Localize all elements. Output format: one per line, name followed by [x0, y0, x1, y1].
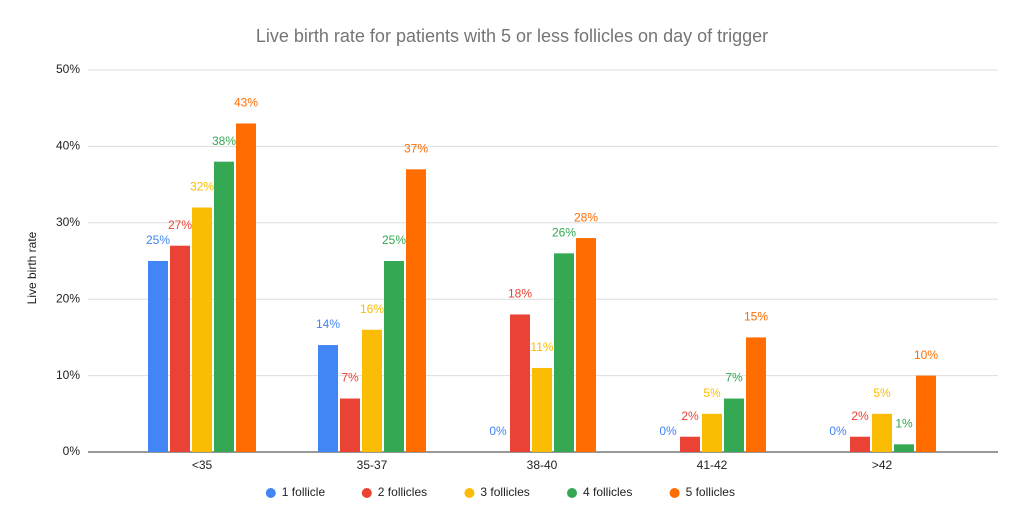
bar — [724, 398, 744, 452]
chart-title: Live birth rate for patients with 5 or l… — [256, 26, 768, 46]
legend-label: 1 follicle — [282, 485, 326, 499]
y-axis-label: Live birth rate — [25, 231, 39, 304]
bar — [318, 345, 338, 452]
bar — [214, 161, 234, 452]
bar — [702, 413, 722, 452]
bar — [362, 329, 382, 452]
legend-swatch — [464, 488, 475, 498]
y-tick-label: 50% — [56, 62, 80, 76]
value-label: 28% — [574, 210, 598, 224]
value-label: 5% — [703, 386, 721, 400]
legend-label: 4 follicles — [583, 485, 632, 499]
value-label: 18% — [508, 287, 532, 301]
legend-swatch — [265, 488, 276, 498]
bar — [872, 413, 892, 452]
bar — [236, 123, 256, 452]
value-label: 0% — [829, 424, 847, 438]
value-label: 16% — [360, 302, 384, 316]
y-tick-label: 0% — [63, 444, 81, 458]
legend-swatch — [669, 488, 680, 498]
bar — [384, 261, 404, 452]
value-label: 26% — [552, 226, 576, 240]
bar — [916, 375, 936, 452]
value-label: 10% — [914, 348, 938, 362]
bar — [148, 261, 168, 452]
value-label: 1% — [895, 417, 913, 431]
value-label: 27% — [168, 218, 192, 232]
value-label: 7% — [341, 371, 359, 385]
value-label: 5% — [873, 386, 891, 400]
value-label: 25% — [146, 233, 170, 247]
value-label: 25% — [382, 233, 406, 247]
bar — [192, 207, 212, 452]
legend-label: 3 follicles — [480, 485, 529, 499]
value-label: 0% — [659, 424, 677, 438]
value-label: 11% — [530, 340, 553, 354]
value-label: 14% — [316, 317, 340, 331]
bar — [576, 238, 596, 452]
bar — [746, 337, 766, 452]
bar — [406, 169, 426, 452]
x-tick-label: 35-37 — [357, 458, 388, 472]
legend-swatch — [567, 488, 577, 498]
x-tick-label: >42 — [872, 458, 893, 472]
y-tick-label: 40% — [56, 139, 80, 153]
value-label: 0% — [489, 424, 507, 438]
legend-label: 2 follicles — [378, 485, 427, 499]
bar — [680, 436, 700, 452]
value-label: 7% — [725, 371, 743, 385]
legend-label: 5 follicles — [686, 485, 735, 499]
bar — [510, 314, 530, 452]
y-tick-label: 30% — [56, 215, 80, 229]
y-tick-label: 10% — [56, 368, 80, 382]
bar — [554, 253, 574, 452]
bar — [850, 436, 870, 452]
legend-swatch — [361, 488, 372, 498]
value-label: 37% — [404, 141, 428, 155]
bar — [340, 398, 360, 452]
value-label: 38% — [212, 134, 236, 148]
value-label: 2% — [851, 409, 869, 423]
y-tick-label: 20% — [56, 291, 80, 305]
x-tick-label: 41-42 — [697, 458, 728, 472]
x-tick-label: 38-40 — [527, 458, 558, 472]
value-label: 32% — [190, 180, 214, 194]
value-label: 2% — [681, 409, 699, 423]
x-tick-label: <35 — [192, 458, 213, 472]
bar — [532, 367, 552, 452]
bar — [170, 245, 190, 452]
bar — [894, 444, 914, 452]
value-label: 43% — [234, 96, 258, 110]
value-label: 15% — [744, 310, 768, 324]
